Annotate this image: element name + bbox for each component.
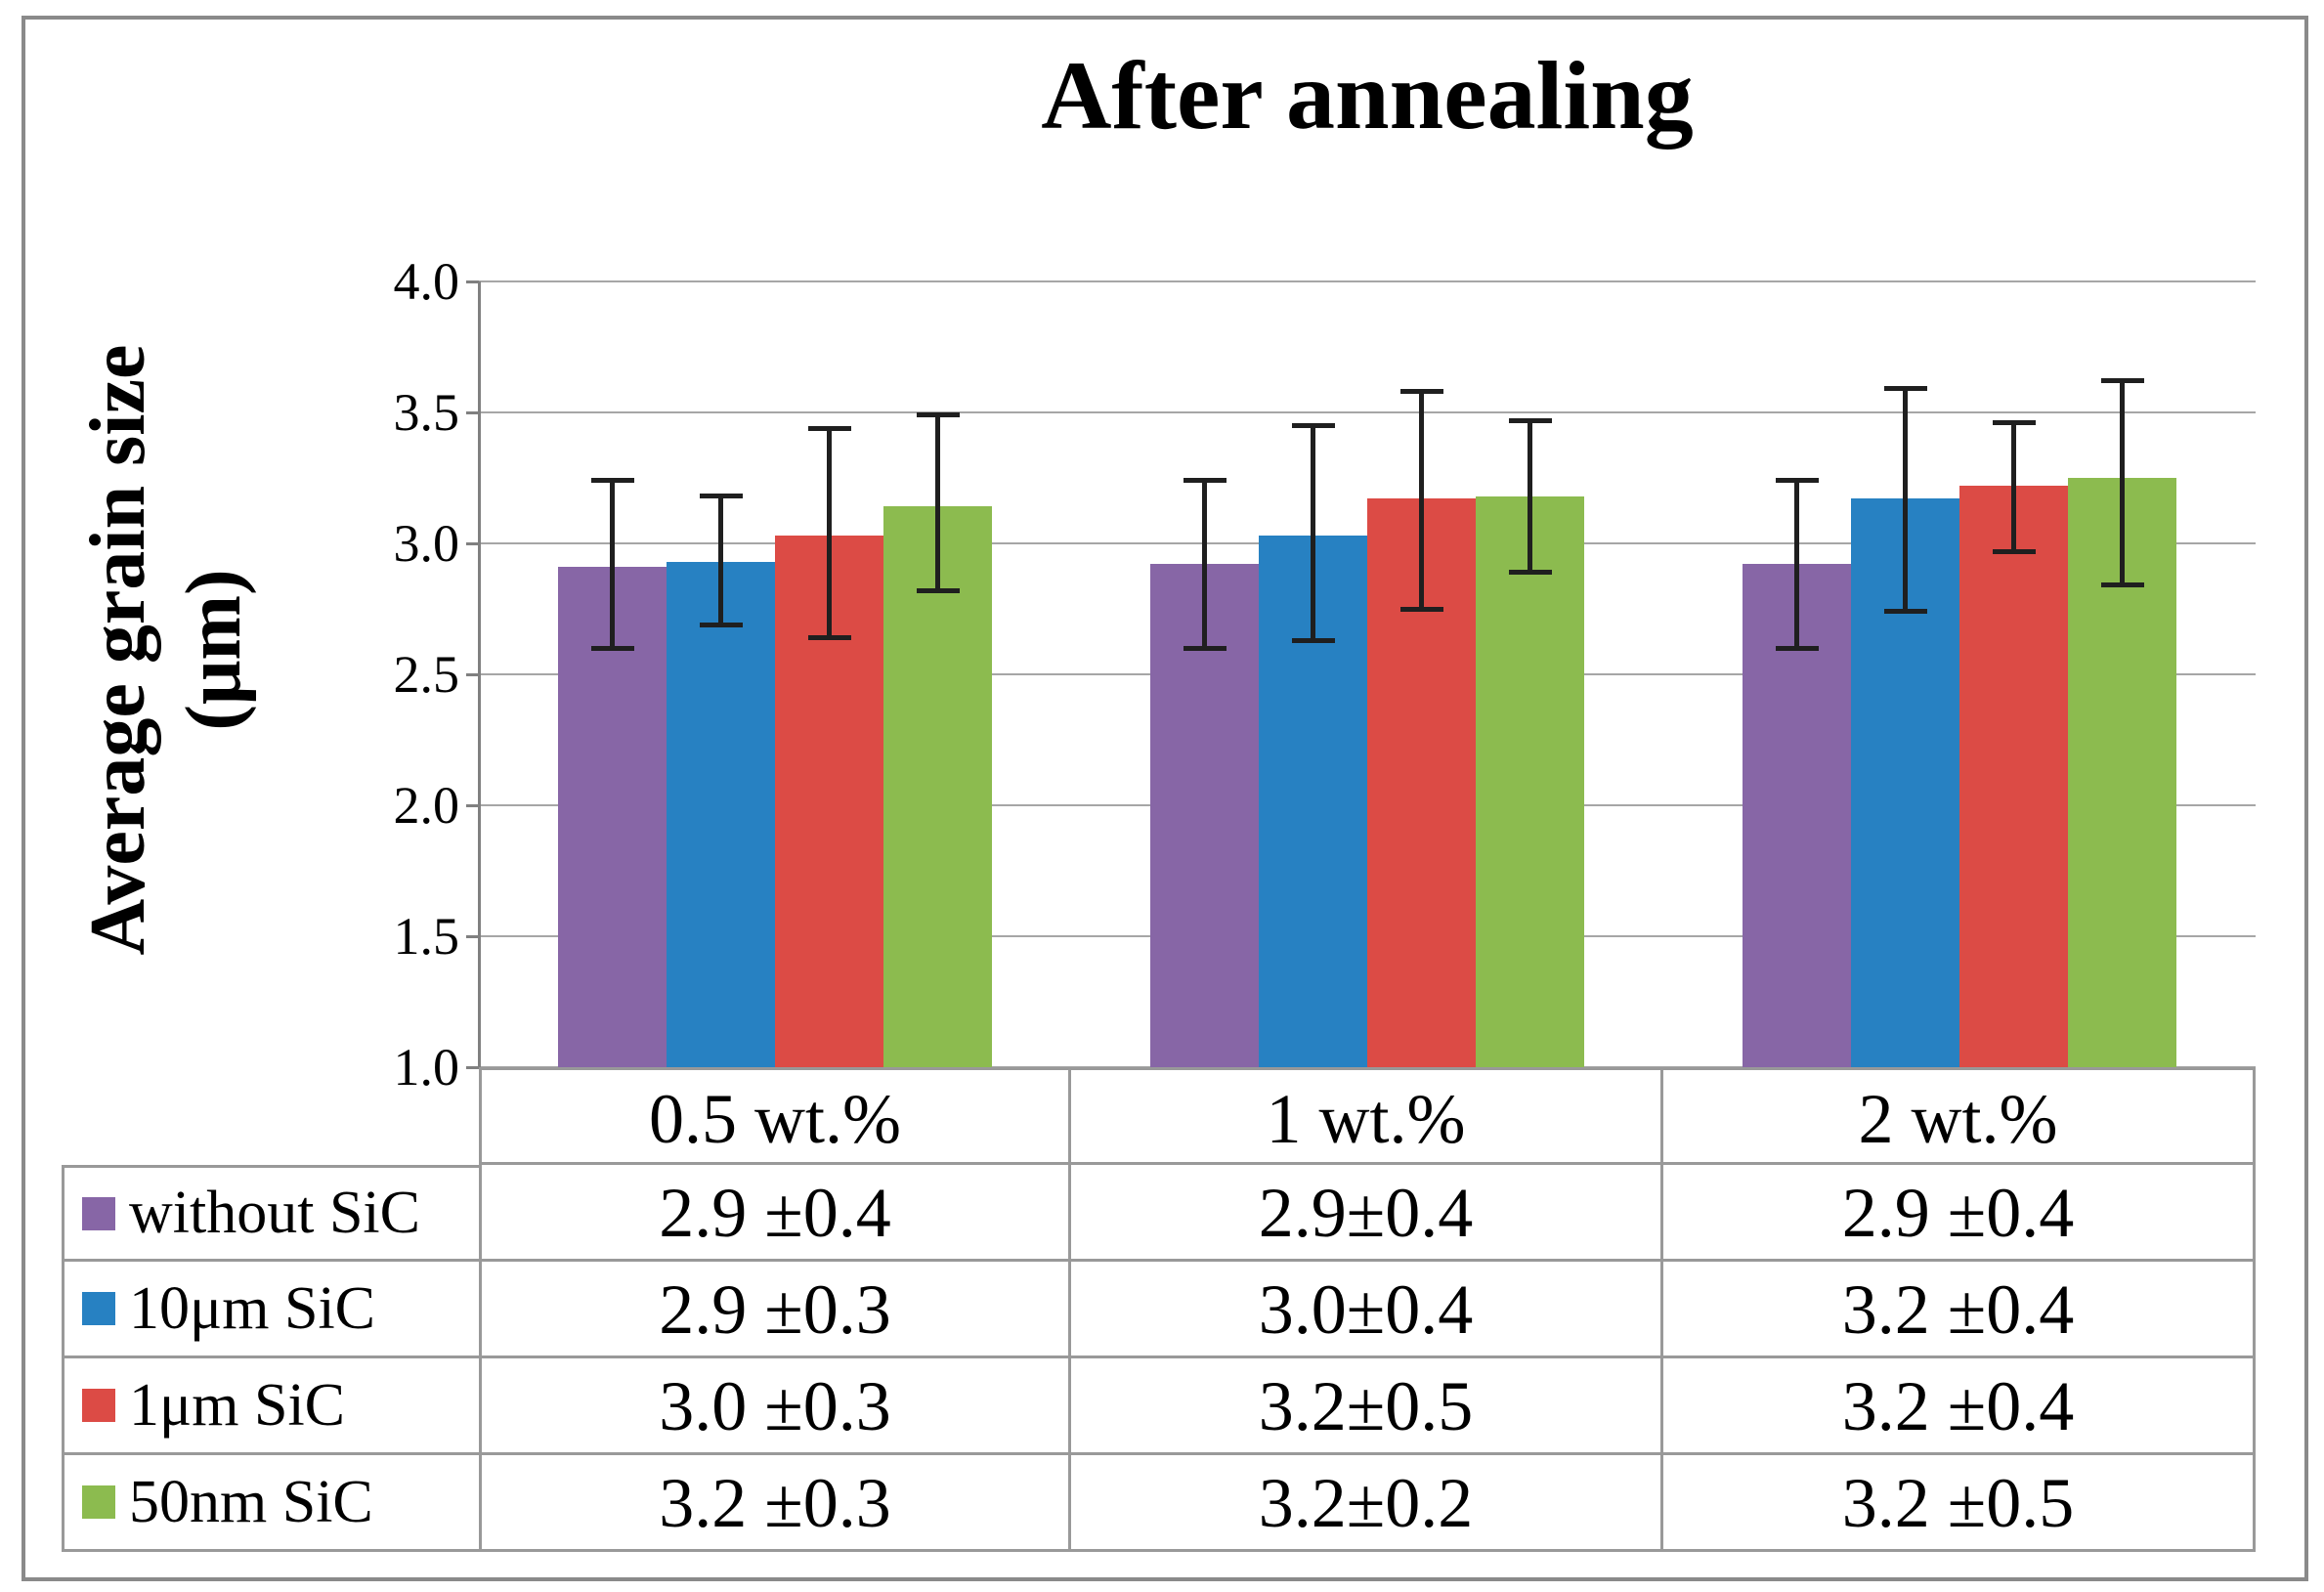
error-bar-1-m-sic-1-wt <box>1419 391 1424 609</box>
value-cell-without-sic-2-wt: 2.9 ±0.4 <box>1663 1165 2256 1262</box>
error-bar-cap-bottom-50nm-sic-2-wt <box>2100 582 2144 588</box>
error-bar-cap-top-10-m-sic-1-wt <box>1291 422 1335 428</box>
error-bar-1-m-sic-2-wt <box>2011 422 2016 552</box>
value-cell-10-m-sic-0-5-wt: 2.9 ±0.3 <box>479 1262 1071 1358</box>
value-cell-50nm-sic-2-wt: 3.2 ±0.5 <box>1663 1455 2256 1552</box>
y-tick-mark-2.0 <box>466 803 479 807</box>
series-name-50nm-sic: 50nm SiC <box>129 1468 373 1535</box>
error-bar-cap-bottom-1-m-sic-1-wt <box>1399 606 1443 612</box>
value-cell-10-m-sic-2-wt: 3.2 ±0.4 <box>1663 1262 2256 1358</box>
category-header-0-5-wt: 0.5 wt.% <box>479 1067 1071 1165</box>
y-tick-mark-1.0 <box>466 1065 479 1069</box>
error-bar-cap-top-10-m-sic-2-wt <box>1883 386 1927 392</box>
y-tick-mark-1.5 <box>466 934 479 938</box>
error-bar-cap-top-1-m-sic-2-wt <box>1992 420 2036 426</box>
error-bar-50nm-sic-1-wt <box>1528 420 1532 573</box>
error-bar-cap-top-10-m-sic-0-5-wt <box>699 494 743 499</box>
error-bar-cap-top-1-m-sic-1-wt <box>1399 389 1443 395</box>
value-cell-1-m-sic-1-wt: 3.2±0.5 <box>1071 1358 1663 1455</box>
legend-swatch-icon-without-sic <box>82 1196 115 1230</box>
y-tick-label-2.5: 2.5 <box>393 645 460 704</box>
y-axis-title: Average grain size (μm) <box>70 112 266 1187</box>
y-axis-line <box>478 281 481 1067</box>
error-bar-cap-bottom-without-sic-2-wt <box>1775 645 1819 651</box>
error-bar-cap-top-without-sic-0-5-wt <box>590 478 634 484</box>
error-bar-cap-top-1-m-sic-0-5-wt <box>807 425 851 431</box>
error-bar-cap-top-without-sic-2-wt <box>1775 478 1819 484</box>
series-label-cell-10-m-sic: 10μm SiC <box>62 1262 479 1358</box>
value-cell-10-m-sic-1-wt: 3.0±0.4 <box>1071 1262 1663 1358</box>
error-bar-cap-bottom-10-m-sic-2-wt <box>1883 609 1927 615</box>
series-label-cell-without-sic: without SiC <box>62 1165 479 1262</box>
error-bar-cap-bottom-10-m-sic-1-wt <box>1291 637 1335 643</box>
category-header-1-wt: 1 wt.% <box>1071 1067 1663 1165</box>
y-gridline-3.5 <box>479 411 2256 413</box>
y-axis-title-line1: Average grain size <box>75 344 161 956</box>
bar-10-m-sic-0-5-wt <box>667 561 775 1067</box>
error-bar-50nm-sic-0-5-wt <box>935 414 940 591</box>
y-tick-label-1.5: 1.5 <box>393 907 460 966</box>
category-header-2-wt: 2 wt.% <box>1663 1067 2256 1165</box>
error-bar-cap-top-50nm-sic-0-5-wt <box>916 412 960 418</box>
y-tick-mark-3.0 <box>466 541 479 545</box>
error-bar-50nm-sic-2-wt <box>2120 380 2125 585</box>
value-cell-without-sic-1-wt: 2.9±0.4 <box>1071 1165 1663 1262</box>
error-bar-cap-bottom-without-sic-0-5-wt <box>590 645 634 651</box>
y-tick-label-3.5: 3.5 <box>393 383 460 442</box>
bar-50nm-sic-1-wt <box>1476 495 1584 1067</box>
y-tick-mark-2.5 <box>466 672 479 676</box>
y-tick-label-1.0: 1.0 <box>393 1038 460 1097</box>
y-axis-title-line2: (μm) <box>171 569 257 731</box>
error-bar-10-m-sic-1-wt <box>1311 425 1315 641</box>
error-bar-10-m-sic-0-5-wt <box>718 495 723 625</box>
value-cell-50nm-sic-0-5-wt: 3.2 ±0.3 <box>479 1455 1071 1552</box>
y-tick-label-3.0: 3.0 <box>393 514 460 573</box>
error-bar-cap-bottom-1-m-sic-0-5-wt <box>807 634 851 640</box>
value-cell-1-m-sic-2-wt: 3.2 ±0.4 <box>1663 1358 2256 1455</box>
value-cell-50nm-sic-1-wt: 3.2±0.2 <box>1071 1455 1663 1552</box>
error-bar-1-m-sic-0-5-wt <box>827 428 832 638</box>
error-bar-without-sic-0-5-wt <box>610 480 615 649</box>
bar-50nm-sic-0-5-wt <box>883 506 992 1067</box>
series-name-10-m-sic: 10μm SiC <box>129 1274 376 1342</box>
y-tick-label-2.0: 2.0 <box>393 776 460 835</box>
error-bar-10-m-sic-2-wt <box>1903 388 1908 612</box>
value-cell-1-m-sic-0-5-wt: 3.0 ±0.3 <box>479 1358 1071 1455</box>
y-tick-mark-3.5 <box>466 410 479 414</box>
error-bar-cap-bottom-50nm-sic-0-5-wt <box>916 587 960 593</box>
error-bar-cap-bottom-10-m-sic-0-5-wt <box>699 622 743 627</box>
legend-swatch-icon-10-m-sic <box>82 1292 115 1325</box>
error-bar-cap-top-50nm-sic-2-wt <box>2100 378 2144 384</box>
error-bar-without-sic-2-wt <box>1794 480 1799 649</box>
y-tick-label-4.0: 4.0 <box>393 252 460 311</box>
error-bar-without-sic-1-wt <box>1202 480 1207 649</box>
series-label-cell-50nm-sic: 50nm SiC <box>62 1455 479 1552</box>
figure-border <box>22 16 2308 1581</box>
series-label-cell-1-m-sic: 1μm SiC <box>62 1358 479 1455</box>
error-bar-cap-bottom-1-m-sic-2-wt <box>1992 548 2036 554</box>
y-tick-mark-4.0 <box>466 280 479 283</box>
legend-swatch-icon-50nm-sic <box>82 1485 115 1519</box>
error-bar-cap-bottom-50nm-sic-1-wt <box>1508 569 1552 575</box>
error-bar-cap-top-without-sic-1-wt <box>1183 478 1227 484</box>
error-bar-cap-top-50nm-sic-1-wt <box>1508 417 1552 423</box>
chart-title: After annealing <box>1041 41 1694 150</box>
y-gridline-4.0 <box>479 280 2256 282</box>
bar-1-m-sic-2-wt <box>1959 486 2068 1067</box>
series-name-without-sic: without SiC <box>129 1180 421 1246</box>
legend-swatch-icon-1-m-sic <box>82 1389 115 1422</box>
series-name-1-m-sic: 1μm SiC <box>129 1371 346 1439</box>
value-cell-without-sic-0-5-wt: 2.9 ±0.4 <box>479 1165 1071 1262</box>
error-bar-cap-bottom-without-sic-1-wt <box>1183 645 1227 651</box>
